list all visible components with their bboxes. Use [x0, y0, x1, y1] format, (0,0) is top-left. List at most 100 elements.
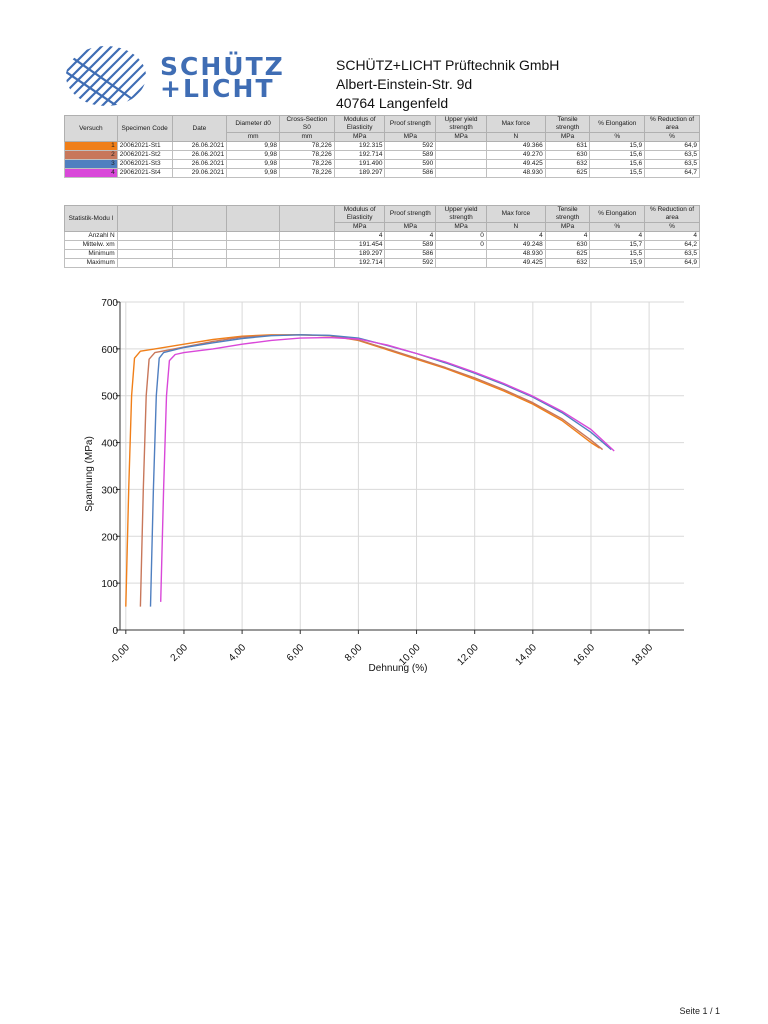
specimen-code: 20062021-St1: [116, 141, 173, 151]
header-reduction: % Reduction of area: [644, 205, 700, 223]
stats-empty: [116, 231, 173, 241]
stats-modulus: 189.297: [333, 249, 386, 259]
tensile-value: 630: [544, 150, 591, 160]
x-tick-label: 2,00: [169, 642, 191, 664]
stats-proof: 4: [384, 231, 437, 241]
stats-reduction: 64,2: [644, 240, 700, 250]
header-reduction: % Reduction of area: [644, 115, 700, 133]
tensile-value: 631: [544, 141, 591, 151]
stats-upper: 0: [435, 240, 487, 250]
header-date: Date: [171, 115, 228, 142]
stats-empty: [171, 231, 228, 241]
x-tick-label: 12,00: [455, 642, 481, 668]
y-tick-label: 0: [112, 626, 118, 637]
tensile-value: 632: [544, 159, 591, 169]
stress-strain-chart: -0,00 2,00 4,00 6,00 8,00 10,00 12,00 14,00 16,0…: [84, 298, 684, 674]
stats-empty: [226, 258, 280, 268]
x-tick-label: 4,00: [227, 642, 249, 664]
header-maxforce: Max force: [485, 205, 546, 223]
unit-tensile: MPa: [544, 222, 591, 232]
test-date: 29.06.2021: [171, 168, 228, 178]
series-swatch-1: 1: [64, 141, 118, 151]
stats-maxforce: 49.425: [485, 258, 546, 268]
header-maxforce: Max force: [485, 115, 546, 133]
stats-row: Anzahl N 4 4 0 4 4 4 4: [64, 231, 700, 241]
header-tensile: Tensile strength: [544, 205, 591, 223]
y-tick-label: 600: [101, 345, 118, 356]
header-elongation: % Elongation: [589, 115, 646, 133]
unit-maxforce: N: [485, 132, 546, 142]
x-axis-label: Dehnung (%): [369, 663, 428, 674]
header-cross-section: Cross-Section S0: [279, 115, 335, 133]
maxforce-value: 48.930: [485, 168, 546, 178]
chart-grid: [120, 301, 684, 631]
stats-empty: [171, 258, 228, 268]
diameter-value: 9,98: [226, 168, 280, 178]
header-modulus: Modulus of Elasticity: [333, 205, 386, 223]
stats-upper: [435, 258, 487, 268]
cross-section-value: 78,226: [279, 168, 335, 178]
header-upper: Upper yield strength: [435, 205, 487, 223]
unit-upper: MPa: [435, 132, 487, 142]
x-tick-label: 14,00: [513, 642, 539, 668]
table-row: 1 20062021-St1 26.06.2021 9,98 78,226 19…: [64, 141, 700, 151]
proof-value: 590: [384, 159, 437, 169]
stats-tensile: 4: [544, 231, 591, 241]
chart-series: [125, 334, 615, 607]
series-swatch-4: 4: [64, 168, 118, 178]
specimen-code: 29062021-St4: [116, 168, 173, 178]
company-city: 40764 Langenfeld: [336, 95, 449, 111]
logo-line-1: SCHÜTZ: [160, 52, 285, 81]
modulus-value: 192.714: [333, 150, 386, 160]
stats-upper: [435, 249, 487, 259]
header-tensile: Tensile strength: [544, 115, 591, 133]
modulus-value: 191.490: [333, 159, 386, 169]
specimen-code: 20062021-St2: [116, 150, 173, 160]
series-line-3: [149, 334, 612, 607]
stats-empty: [116, 240, 173, 250]
header-blank: [226, 205, 280, 232]
header-modulus: Modulus of Elasticity: [333, 115, 386, 133]
stats-empty: [171, 240, 228, 250]
unit-diameter: mm: [226, 132, 280, 142]
stats-elongation: 4: [589, 231, 646, 241]
results-unit-row: mm mm MPa MPa MPa N MPa % %: [65, 132, 700, 142]
stats-proof: 592: [384, 258, 437, 268]
stats-row: Mittelw. xm 191.454 589 0 49.248 630 15,…: [64, 240, 700, 250]
y-tick-label: 500: [101, 392, 118, 403]
stats-empty: [116, 258, 173, 268]
stats-empty: [279, 231, 335, 241]
header-proof: Proof strength: [384, 205, 437, 223]
unit-modulus: MPa: [333, 132, 386, 142]
diameter-value: 9,98: [226, 159, 280, 169]
company-name: SCHÜTZ+LICHT Prüftechnik GmbH: [336, 57, 560, 73]
stats-empty: [279, 258, 335, 268]
stats-elongation: 15,5: [589, 249, 646, 259]
header-elongation: % Elongation: [589, 205, 646, 223]
unit-proof: MPa: [384, 222, 437, 232]
company-logo-text: SCHÜTZ +LICHT: [160, 52, 285, 101]
stats-proof: 589: [384, 240, 437, 250]
y-tick-label: 100: [101, 579, 118, 590]
header-upper: Upper yield strength: [435, 115, 487, 133]
upper-value: [435, 150, 487, 160]
test-date: 26.06.2021: [171, 150, 228, 160]
unit-reduction: %: [644, 132, 700, 142]
stats-label: Maximum: [64, 258, 118, 268]
report-header: SCHÜTZ +LICHT SCHÜTZ+LICHT Prüftechnik G…: [64, 44, 704, 114]
unit-cross-section: mm: [279, 132, 335, 142]
table-row: 3 20062021-St3 26.06.2021 9,98 78,226 19…: [64, 159, 700, 169]
proof-value: 586: [384, 168, 437, 178]
stats-proof: 586: [384, 249, 437, 259]
elongation-value: 15,6: [589, 159, 646, 169]
reduction-value: 64,7: [644, 168, 700, 178]
table-row: 4 29062021-St4 29.06.2021 9,98 78,226 18…: [64, 168, 700, 178]
x-tick-label: 8,00: [343, 642, 365, 664]
results-header-row: Versuch Specimen Code Date Diameter d0 C…: [64, 115, 700, 142]
header-versuch: Versuch: [64, 115, 118, 142]
proof-value: 589: [384, 150, 437, 160]
company-street: Albert-Einstein-Str. 9d: [336, 76, 473, 92]
reduction-value: 63,5: [644, 159, 700, 169]
upper-value: [435, 159, 487, 169]
stats-empty: [171, 249, 228, 259]
